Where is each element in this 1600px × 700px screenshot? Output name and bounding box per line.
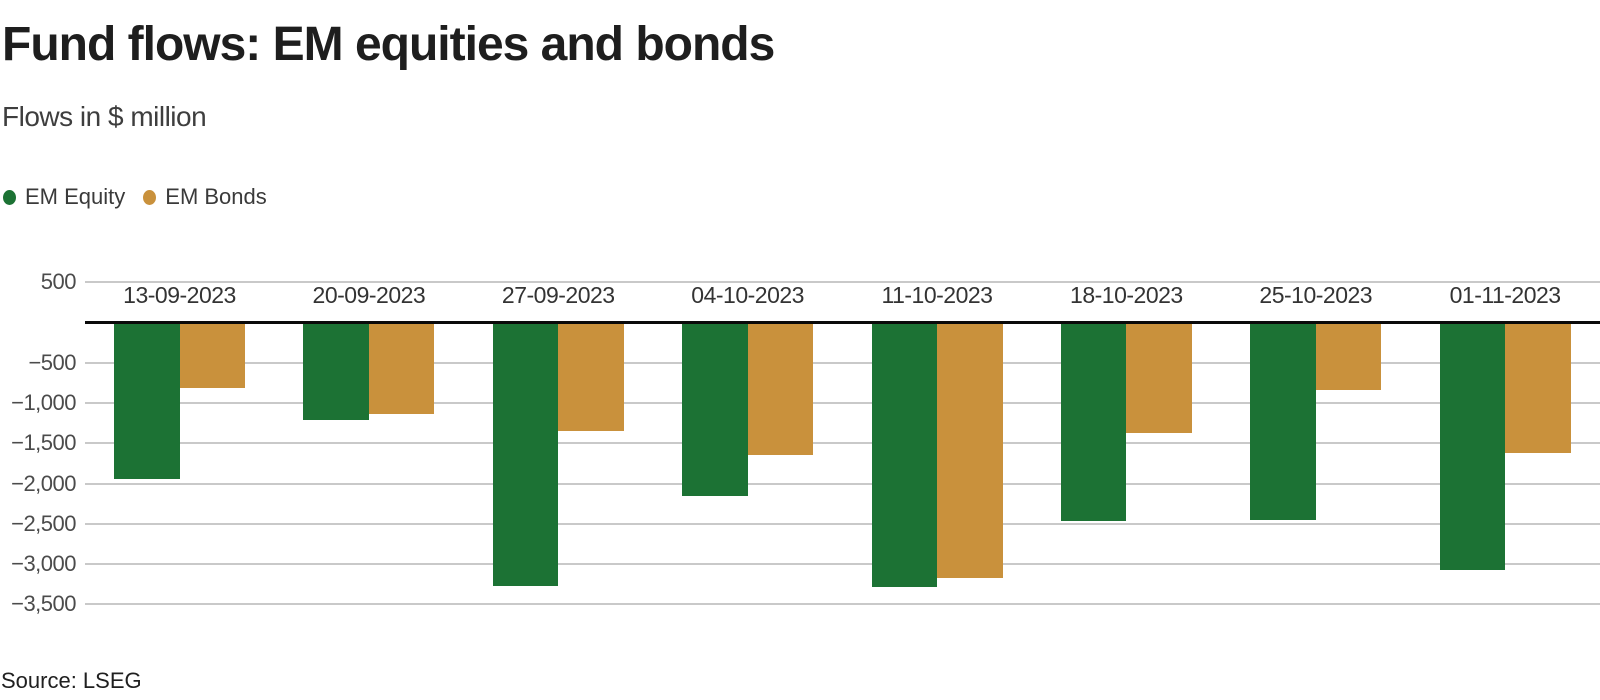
gridline: [85, 361, 1600, 364]
em-equity-bar-11-10-2023: [871, 322, 937, 588]
y-axis-tick-label: −2,000: [11, 470, 76, 496]
em-bonds-dot-icon: [143, 189, 157, 205]
gridline: [85, 442, 1600, 445]
x-axis-date-label: 20-09-2023: [312, 282, 426, 308]
legend-label-em-bonds: EM Bonds: [165, 184, 267, 209]
legend-item-em-equity: EM Equity: [3, 184, 125, 210]
em-bonds-bar-25-10-2023: [1315, 322, 1382, 391]
gridline: [85, 603, 1600, 606]
em-equity-bar-27-09-2023: [492, 322, 559, 586]
y-axis-tick-label: −3,500: [11, 591, 76, 617]
em-bonds-bar-20-09-2023: [368, 322, 435, 415]
y-axis-tick-label: 500: [40, 269, 77, 295]
em-equity-bar-04-10-2023: [682, 322, 748, 496]
chart-subtitle: Flows in $ million: [2, 101, 207, 132]
em-equity-bar-18-10-2023: [1060, 322, 1127, 522]
x-axis-date-label: 04-10-2023: [691, 282, 804, 308]
y-axis-tick-label: −1,500: [11, 430, 76, 456]
em-equity-bar-25-10-2023: [1250, 322, 1316, 520]
legend-label-em-equity: EM Equity: [25, 184, 126, 209]
gridline: [85, 482, 1600, 485]
y-axis-tick-label: −500: [28, 349, 76, 375]
em-equity-dot-icon: [3, 189, 16, 205]
source-attribution: Source: LSEG: [1, 668, 142, 693]
em-bonds-bar-11-10-2023: [937, 322, 1003, 578]
y-axis-tick-label: −2,500: [11, 510, 76, 536]
x-axis-date-label: 01-11-2023: [1449, 282, 1561, 308]
em-bonds-bar-13-09-2023: [179, 322, 245, 388]
x-axis-date-label: 11-10-2023: [881, 282, 993, 308]
em-bonds-bar-27-09-2023: [558, 322, 624, 432]
zero-axis-line: [85, 321, 1600, 324]
em-equity-bar-20-09-2023: [303, 322, 369, 420]
y-axis-tick-label: −1,000: [11, 390, 76, 415]
em-equity-bar-13-09-2023: [114, 322, 180, 480]
gridline: [85, 522, 1600, 525]
em-equity-bar-01-11-2023: [1439, 322, 1506, 571]
em-bonds-bar-01-11-2023: [1505, 322, 1571, 453]
x-axis-date-label: 18-10-2023: [1070, 282, 1183, 308]
y-axis-tick-label: −3,000: [11, 551, 76, 576]
legend-item-em-bonds: EM Bonds: [143, 184, 267, 210]
x-axis-date-label: 13-09-2023: [123, 282, 236, 308]
gridline: [85, 402, 1600, 404]
em-bonds-bar-04-10-2023: [747, 322, 814, 456]
x-axis-date-label: 27-09-2023: [501, 282, 615, 308]
x-axis-date-label: 25-10-2023: [1259, 282, 1373, 308]
gridline: [85, 281, 1600, 284]
gridline: [85, 563, 1600, 565]
legend: EM Equity EM Bonds: [3, 184, 267, 210]
chart-title: Fund flows: EM equities and bonds: [2, 18, 775, 71]
em-bonds-bar-18-10-2023: [1126, 322, 1192, 433]
